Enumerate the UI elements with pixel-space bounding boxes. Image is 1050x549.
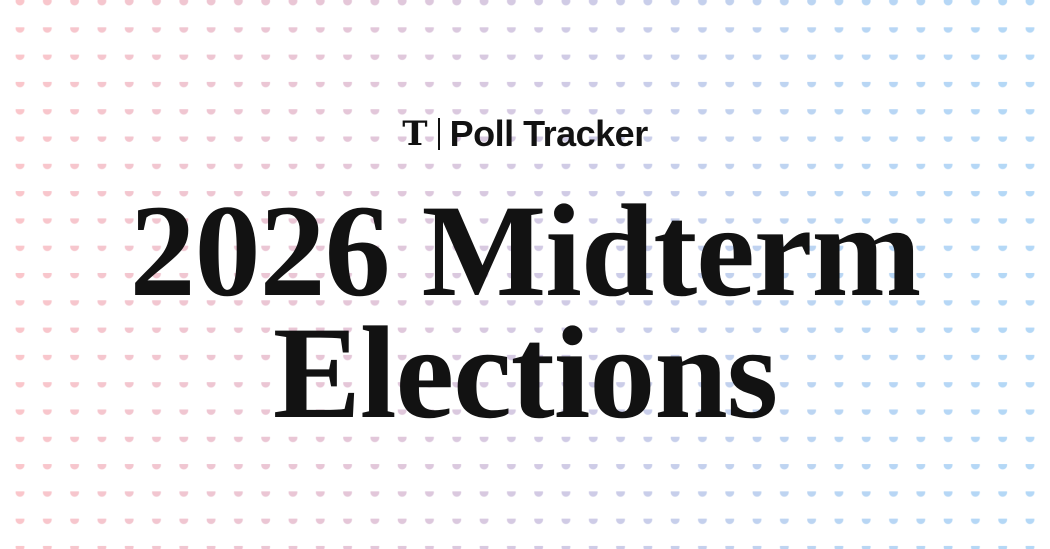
page-title: 2026 Midterm Elections: [0, 177, 1050, 446]
title-line-2: Elections: [272, 299, 778, 446]
nyt-logo-icon: T: [402, 114, 428, 154]
brand-title: Poll Tracker: [449, 113, 649, 154]
brand-header: T Poll Tracker: [0, 113, 1050, 155]
divider: [437, 118, 440, 150]
title-line-1: 2026 Midterm: [129, 177, 922, 324]
